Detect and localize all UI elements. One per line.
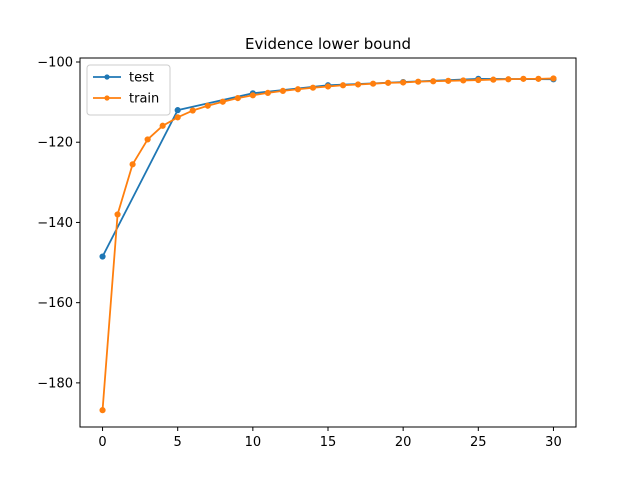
y-tick-label: −140 [37, 216, 73, 231]
data-point-train [369, 80, 377, 87]
legend-label-train: train [129, 92, 159, 107]
data-point-test [174, 107, 181, 114]
data-point-train [385, 79, 392, 86]
data-point-train [294, 86, 302, 93]
x-tick-label: 20 [395, 435, 412, 450]
legend: test train [86, 64, 171, 116]
x-tick-label: 25 [470, 435, 487, 450]
y-tick-label: −180 [37, 376, 73, 391]
data-point-train [249, 92, 256, 99]
data-point-train [144, 136, 151, 143]
data-point-train [430, 78, 437, 85]
data-point-test [99, 253, 106, 260]
data-point-train [460, 77, 467, 84]
x-tick-label: 10 [245, 435, 262, 450]
data-point-train [445, 77, 452, 84]
data-point-train [219, 98, 226, 105]
chart-title: Evidence lower bound [245, 35, 411, 53]
data-point-train [505, 76, 512, 83]
data-point-train [400, 79, 407, 86]
data-point-train [339, 82, 347, 89]
data-point-train [264, 89, 271, 96]
legend-marker-train [104, 95, 110, 101]
x-tick-label: 0 [98, 435, 106, 450]
data-point-train [129, 161, 136, 168]
plot-area [99, 75, 557, 414]
legend-label-test: test [129, 71, 154, 86]
data-point-train [520, 75, 527, 82]
data-point-train [324, 83, 332, 90]
data-point-train [475, 76, 482, 84]
data-point-train [279, 87, 287, 94]
data-point-train [174, 114, 181, 121]
x-tick-label: 30 [545, 435, 562, 450]
y-tick-label: −160 [37, 296, 73, 311]
data-point-train [114, 211, 121, 218]
legend-marker-test [104, 74, 110, 80]
x-tick-label: 15 [320, 435, 337, 450]
axes: 0 5 10 15 20 25 30 −180 −160 −140 −120 −100 [37, 56, 577, 450]
data-point-train [204, 102, 211, 109]
data-point-train [189, 107, 196, 114]
data-point-train [415, 78, 422, 85]
data-point-train [159, 122, 166, 129]
data-point-train [490, 76, 497, 83]
data-point-train [309, 84, 317, 91]
y-tick-label: −100 [37, 56, 73, 71]
data-point-train [354, 81, 362, 88]
data-point-train [535, 75, 542, 82]
data-point-train [550, 75, 557, 82]
y-tick-label: −120 [37, 136, 73, 151]
x-tick-label: 5 [174, 435, 182, 450]
data-point-train [234, 95, 241, 102]
data-point-train [99, 407, 106, 414]
